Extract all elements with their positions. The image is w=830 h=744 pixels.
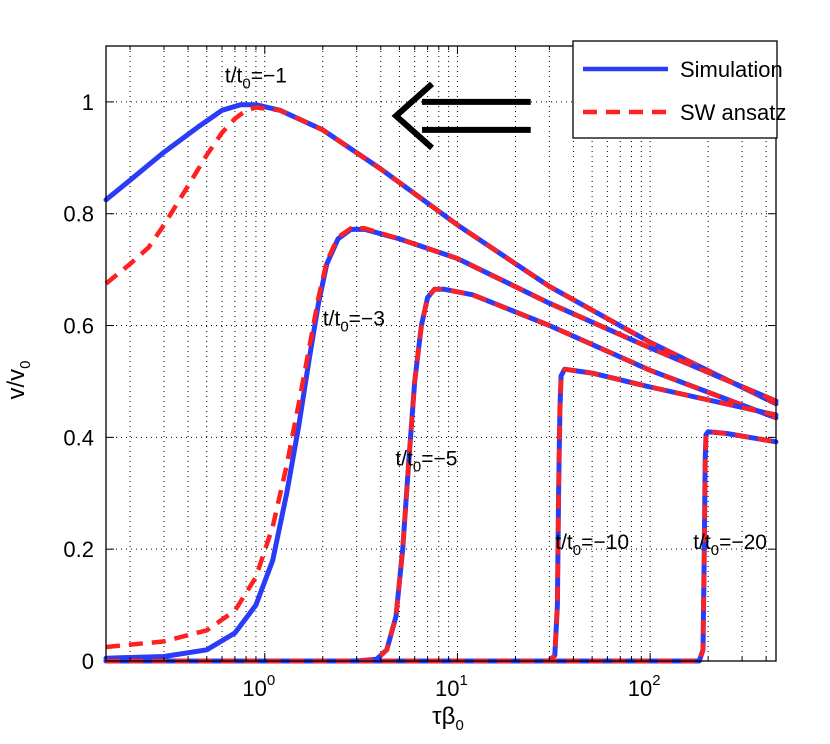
curve-label: t/t0=−1: [225, 64, 287, 92]
y-tick-label: 0.4: [63, 425, 94, 450]
series-sw-ansatz-7: [106, 366, 777, 664]
y-tick-label: 1: [82, 90, 94, 115]
series-sw-ansatz-5: [106, 286, 777, 664]
series-sw-ansatz-1: [104, 105, 777, 406]
x-tick-label: 100: [242, 672, 275, 701]
y-tick-label: 0: [82, 649, 94, 674]
curve-label: t/t0=−10: [555, 531, 629, 559]
legend-label-sw-ansatz: SW ansatz: [680, 100, 786, 125]
series-simulation-2: [103, 226, 779, 661]
x-axis-label: τβ0: [432, 703, 464, 734]
legend-label-simulation: Simulation: [680, 57, 783, 82]
plot-series: [103, 102, 779, 664]
double-arrow: [391, 81, 531, 151]
x-tick-label: 102: [628, 672, 661, 701]
y-tick-label: 0.6: [63, 314, 94, 339]
y-tick-label: 0.2: [63, 537, 94, 562]
curve-label: t/t0=−3: [323, 308, 385, 336]
curve-label: t/t0=−20: [693, 531, 767, 559]
series-simulation-6: [103, 366, 779, 664]
x-tick-label: 101: [435, 672, 468, 701]
y-axis-label: v/v0: [3, 360, 34, 399]
curve-annotations: t/t0=−1 t/t0=−3 t/t0=−5 t/t0=−10 t/t0=−20: [225, 64, 767, 559]
series-sw-ansatz-9: [106, 429, 777, 664]
series-simulation-4: [103, 286, 779, 664]
arrow-head: [391, 81, 435, 151]
plot-frame: [105, 45, 777, 662]
series-sw-ansatz-3: [105, 226, 777, 650]
y-tick-label: 0.8: [63, 202, 94, 227]
legend-box: [572, 40, 778, 139]
curve-label: t/t0=−5: [395, 447, 457, 475]
legend: Simulation SW ansatz: [572, 40, 786, 139]
axis-ticks: 0 0.2 0.4 0.6 0.8 1 100 101 102: [63, 46, 776, 701]
